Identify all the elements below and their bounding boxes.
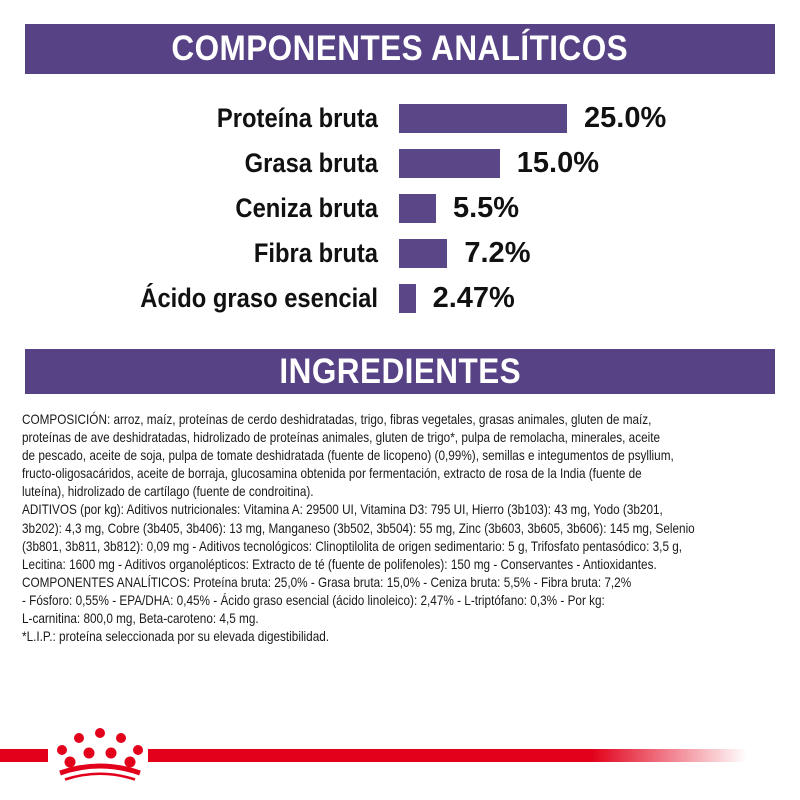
nutrient-value: 25.0% — [584, 102, 667, 134]
ingredients-line: (3b801, 3b811, 3b812): 0,09 mg - Aditivo… — [22, 537, 683, 554]
footer-accent-stripe-left — [0, 749, 48, 762]
nutrient-bar — [399, 284, 416, 313]
nutrient-row: Proteína bruta 25.0% — [0, 96, 800, 141]
ingredients-line: - Fósforo: 0,55% - EPA/DHA: 0,45% - Ácid… — [22, 591, 605, 608]
ingredients-text: COMPOSICIÓN: arroz, maíz, proteínas de c… — [22, 410, 795, 645]
ingredients-line: ADITIVOS (por kg): Aditivos nutricionale… — [22, 501, 663, 518]
ingredients-line: COMPONENTES ANALÍTICOS: Proteína bruta: … — [22, 573, 632, 590]
nutrient-row: Fibra bruta 7.2% — [0, 231, 800, 276]
nutrient-row: Ácido graso esencial 2.47% — [0, 276, 800, 321]
nutrient-bar — [399, 239, 448, 268]
nutrient-label: Proteína bruta — [216, 103, 378, 133]
nutrient-value: 7.2% — [464, 237, 531, 269]
nutrient-value: 2.47% — [432, 282, 515, 314]
ingredients-header: INGREDIENTES — [25, 349, 775, 394]
ingredients-line: Lecitina: 1600 mg - Aditivos organolépti… — [22, 555, 657, 572]
analytical-components-title: COMPONENTES ANALÍTICOS — [171, 29, 629, 68]
nutrient-bar — [399, 194, 436, 223]
ingredients-line: fructo-oligosacáridos, aceite de borraja… — [22, 465, 642, 482]
nutrient-value: 5.5% — [452, 192, 520, 224]
ingredients-line: *L.I.P.: proteína seleccionada por su el… — [22, 628, 330, 645]
ingredients-line: COMPOSICIÓN: arroz, maíz, proteínas de c… — [22, 411, 652, 427]
nutrient-bar — [399, 149, 500, 178]
ingredients-line: de pescado, aceite de soja, pulpa de tom… — [22, 447, 674, 464]
royal-canin-crown-icon — [57, 728, 143, 781]
nutrient-label: Grasa bruta — [244, 148, 378, 178]
ingredients-line: luteína), hidrolizado de cartílago (fuen… — [22, 483, 314, 500]
nutrient-label: Ácido graso esencial — [140, 283, 378, 313]
analytical-components-header: COMPONENTES ANALÍTICOS — [25, 24, 775, 74]
nutrient-row: Grasa bruta 15.0% — [0, 141, 800, 186]
analytical-components-chart: Proteína bruta 25.0% Grasa bruta 15.0% C… — [0, 96, 800, 321]
nutrient-value: 15.0% — [516, 147, 600, 179]
footer-accent-stripe-right — [148, 749, 747, 762]
ingredients-title: INGREDIENTES — [279, 351, 521, 391]
nutrient-bar — [399, 104, 567, 133]
ingredients-line: 3b202): 4,3 mg, Cobre (3b405, 3b406): 13… — [22, 519, 695, 536]
nutrient-label: Ceniza bruta — [235, 193, 378, 223]
nutrient-row: Ceniza bruta 5.5% — [0, 186, 800, 231]
ingredients-line: proteínas de ave deshidratadas, hidroliz… — [22, 429, 661, 446]
nutrient-label: Fibra bruta — [253, 238, 378, 268]
ingredients-line: L-carnitina: 800,0 mg, Beta-caroteno: 4,… — [22, 610, 259, 627]
